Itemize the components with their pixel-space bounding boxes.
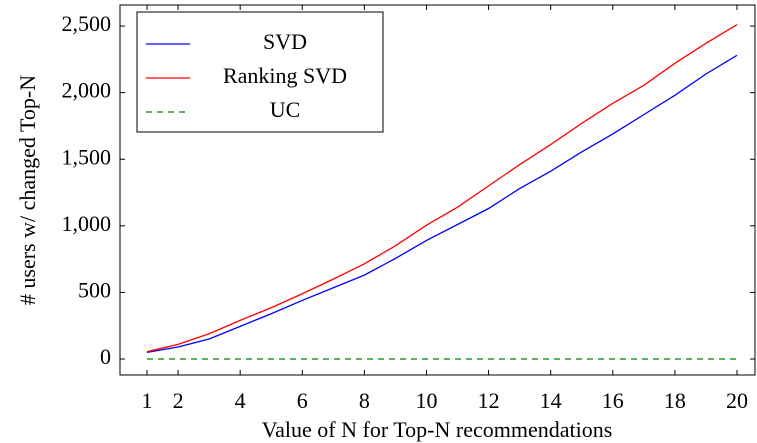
x-tick-label: 12	[478, 388, 500, 413]
x-tick-label: 14	[540, 388, 562, 413]
legend-label: UC	[270, 97, 301, 122]
x-tick-label: 1	[142, 388, 153, 413]
series-line	[146, 24, 738, 353]
legend-label: Ranking SVD	[223, 63, 347, 88]
x-tick-label: 4	[235, 388, 246, 413]
x-tick-label: 16	[602, 388, 624, 413]
x-tick-label: 20	[726, 388, 748, 413]
legend-label: SVD	[263, 29, 307, 54]
x-axis-label: Value of N for Top-N recommendations	[262, 417, 613, 442]
y-tick-label: 1,500	[62, 144, 112, 169]
plot-frame	[119, 4, 756, 376]
x-tick-label: 6	[297, 388, 308, 413]
x-tick-label: 18	[664, 388, 686, 413]
x-tick-label: 8	[359, 388, 370, 413]
legend-box	[136, 11, 384, 133]
y-axis-label: # users w/ changed Top-N	[15, 75, 40, 305]
x-tick-label: 2	[173, 388, 184, 413]
y-tick-label: 500	[78, 277, 111, 302]
series-line	[146, 54, 738, 353]
y-tick-label: 2,000	[62, 78, 112, 103]
x-tick-label: 10	[415, 388, 437, 413]
y-tick-label: 0	[100, 344, 111, 369]
y-tick-label: 2,500	[62, 11, 112, 36]
y-tick-label: 1,000	[62, 211, 112, 236]
